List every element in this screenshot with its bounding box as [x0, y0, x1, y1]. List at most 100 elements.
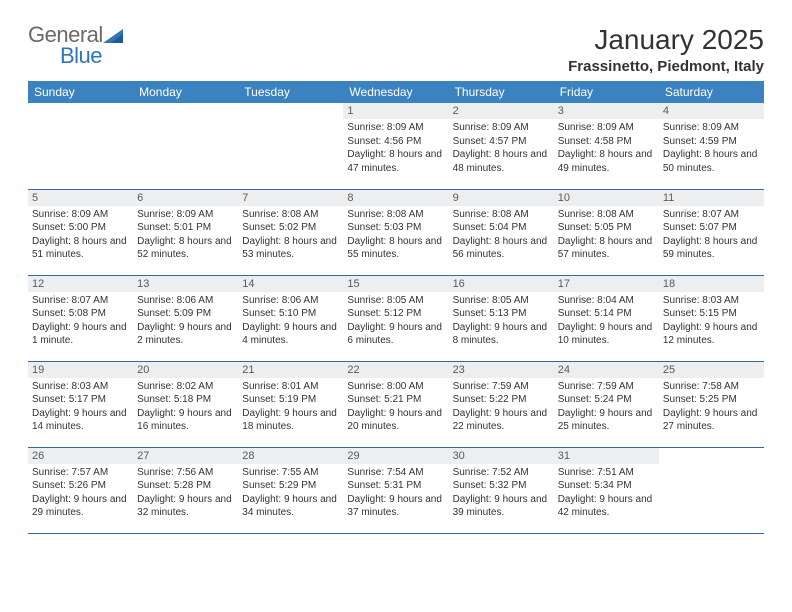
- day-cell: 4Sunrise: 8:09 AMSunset: 4:59 PMDaylight…: [659, 103, 764, 189]
- day-number: 23: [449, 362, 554, 378]
- daylight-line: Daylight: 8 hours and 48 minutes.: [453, 148, 550, 175]
- day-cell: 27Sunrise: 7:56 AMSunset: 5:28 PMDayligh…: [133, 447, 238, 533]
- day-content: Sunrise: 8:09 AMSunset: 5:01 PMDaylight:…: [137, 208, 234, 262]
- sunrise-line: Sunrise: 8:04 AM: [558, 294, 655, 308]
- daylight-line: Daylight: 9 hours and 39 minutes.: [453, 493, 550, 520]
- day-content: Sunrise: 8:09 AMSunset: 5:00 PMDaylight:…: [32, 208, 129, 262]
- day-number: 22: [343, 362, 448, 378]
- daylight-line: Daylight: 9 hours and 42 minutes.: [558, 493, 655, 520]
- day-content: Sunrise: 7:59 AMSunset: 5:24 PMDaylight:…: [558, 380, 655, 434]
- daylight-line: Daylight: 8 hours and 49 minutes.: [558, 148, 655, 175]
- day-number: 25: [659, 362, 764, 378]
- sunset-line: Sunset: 5:02 PM: [242, 221, 339, 235]
- day-number: 10: [554, 190, 659, 206]
- daylight-line: Daylight: 9 hours and 29 minutes.: [32, 493, 129, 520]
- day-cell: 20Sunrise: 8:02 AMSunset: 5:18 PMDayligh…: [133, 361, 238, 447]
- day-content: Sunrise: 8:04 AMSunset: 5:14 PMDaylight:…: [558, 294, 655, 348]
- day-header: Friday: [554, 81, 659, 103]
- sunrise-line: Sunrise: 8:08 AM: [242, 208, 339, 222]
- daylight-line: Daylight: 9 hours and 32 minutes.: [137, 493, 234, 520]
- day-cell: [659, 447, 764, 533]
- day-cell: 1Sunrise: 8:09 AMSunset: 4:56 PMDaylight…: [343, 103, 448, 189]
- day-cell: 5 Sunrise: 8:09 AMSunset: 5:00 PMDaylight…: [28, 189, 133, 275]
- day-cell: [133, 103, 238, 189]
- day-cell: [28, 103, 133, 189]
- sunrise-line: Sunrise: 8:09 AM: [32, 208, 129, 222]
- sunrise-line: Sunrise: 7:52 AM: [453, 466, 550, 480]
- day-number: 8: [343, 190, 448, 206]
- daylight-line: Daylight: 9 hours and 16 minutes.: [137, 407, 234, 434]
- day-number: 2: [449, 103, 554, 119]
- day-content: Sunrise: 8:01 AMSunset: 5:19 PMDaylight:…: [242, 380, 339, 434]
- sunrise-line: Sunrise: 8:05 AM: [453, 294, 550, 308]
- day-cell: 12Sunrise: 8:07 AMSunset: 5:08 PMDayligh…: [28, 275, 133, 361]
- day-cell: 28Sunrise: 7:55 AMSunset: 5:29 PMDayligh…: [238, 447, 343, 533]
- day-number: [238, 103, 343, 119]
- daylight-line: Daylight: 8 hours and 52 minutes.: [137, 235, 234, 262]
- day-cell: 9Sunrise: 8:08 AMSunset: 5:04 PMDaylight…: [449, 189, 554, 275]
- day-cell: 7Sunrise: 8:08 AMSunset: 5:02 PMDaylight…: [238, 189, 343, 275]
- daylight-line: Daylight: 8 hours and 50 minutes.: [663, 148, 760, 175]
- sunset-line: Sunset: 4:59 PM: [663, 135, 760, 149]
- location-line: Frassinetto, Piedmont, Italy: [568, 58, 764, 75]
- daylight-line: Daylight: 9 hours and 14 minutes.: [32, 407, 129, 434]
- day-content: Sunrise: 8:09 AMSunset: 4:56 PMDaylight:…: [347, 121, 444, 175]
- day-cell: 22Sunrise: 8:00 AMSunset: 5:21 PMDayligh…: [343, 361, 448, 447]
- day-content: Sunrise: 8:06 AMSunset: 5:09 PMDaylight:…: [137, 294, 234, 348]
- day-number: 17: [554, 276, 659, 292]
- day-cell: 15 Sunrise: 8:05 AMSunset: 5:12 PMDayligh…: [343, 275, 448, 361]
- sunset-line: Sunset: 5:04 PM: [453, 221, 550, 235]
- day-number: [28, 103, 133, 119]
- daylight-line: Daylight: 9 hours and 18 minutes.: [242, 407, 339, 434]
- sunset-line: Sunset: 5:34 PM: [558, 479, 655, 493]
- day-content: Sunrise: 7:56 AMSunset: 5:28 PMDaylight:…: [137, 466, 234, 520]
- day-cell: 25Sunrise: 7:58 AMSunset: 5:25 PMDayligh…: [659, 361, 764, 447]
- day-cell: 29Sunrise: 7:54 AMSunset: 5:31 PMDayligh…: [343, 447, 448, 533]
- day-cell: 21Sunrise: 8:01 AMSunset: 5:19 PMDayligh…: [238, 361, 343, 447]
- day-number: 3: [554, 103, 659, 119]
- day-header: Saturday: [659, 81, 764, 103]
- daylight-line: Daylight: 9 hours and 12 minutes.: [663, 321, 760, 348]
- daylight-line: Daylight: 8 hours and 51 minutes.: [32, 235, 129, 262]
- sunset-line: Sunset: 5:09 PM: [137, 307, 234, 321]
- day-content: Sunrise: 8:07 AMSunset: 5:08 PMDaylight:…: [32, 294, 129, 348]
- sunrise-line: Sunrise: 8:09 AM: [347, 121, 444, 135]
- brand-block: General Blue: [28, 24, 125, 67]
- sunset-line: Sunset: 5:08 PM: [32, 307, 129, 321]
- day-number: 13: [133, 276, 238, 292]
- daylight-line: Daylight: 9 hours and 25 minutes.: [558, 407, 655, 434]
- sunrise-line: Sunrise: 8:08 AM: [453, 208, 550, 222]
- day-number: 28: [238, 448, 343, 464]
- day-header: Tuesday: [238, 81, 343, 103]
- day-number: 6: [133, 190, 238, 206]
- daylight-line: Daylight: 9 hours and 34 minutes.: [242, 493, 339, 520]
- day-content: Sunrise: 8:06 AMSunset: 5:10 PMDaylight:…: [242, 294, 339, 348]
- sunset-line: Sunset: 5:32 PM: [453, 479, 550, 493]
- sunset-line: Sunset: 5:15 PM: [663, 307, 760, 321]
- day-content: Sunrise: 8:03 AMSunset: 5:15 PMDaylight:…: [663, 294, 760, 348]
- sunrise-line: Sunrise: 8:03 AM: [663, 294, 760, 308]
- day-number: [659, 448, 764, 464]
- daylight-line: Daylight: 8 hours and 55 minutes.: [347, 235, 444, 262]
- day-number: 31: [554, 448, 659, 464]
- day-content: Sunrise: 8:05 AMSunset: 5:12 PMDaylight:…: [347, 294, 444, 348]
- sunset-line: Sunset: 5:10 PM: [242, 307, 339, 321]
- day-content: Sunrise: 8:07 AMSunset: 5:07 PMDaylight:…: [663, 208, 760, 262]
- sunrise-line: Sunrise: 7:59 AM: [453, 380, 550, 394]
- day-content: Sunrise: 8:03 AMSunset: 5:17 PMDaylight:…: [32, 380, 129, 434]
- day-number: 4: [659, 103, 764, 119]
- day-content: Sunrise: 8:05 AMSunset: 5:13 PMDaylight:…: [453, 294, 550, 348]
- day-number: 15: [343, 276, 448, 292]
- day-number: 5: [28, 190, 133, 206]
- daylight-line: Daylight: 9 hours and 6 minutes.: [347, 321, 444, 348]
- logo-triangle-icon: [103, 27, 125, 49]
- day-header: Thursday: [449, 81, 554, 103]
- day-number: [133, 103, 238, 119]
- sunset-line: Sunset: 4:57 PM: [453, 135, 550, 149]
- day-content: Sunrise: 7:57 AMSunset: 5:26 PMDaylight:…: [32, 466, 129, 520]
- day-header-row: Sunday Monday Tuesday Wednesday Thursday…: [28, 81, 764, 103]
- sunrise-line: Sunrise: 8:07 AM: [663, 208, 760, 222]
- daylight-line: Daylight: 9 hours and 27 minutes.: [663, 407, 760, 434]
- sunrise-line: Sunrise: 7:59 AM: [558, 380, 655, 394]
- day-number: 24: [554, 362, 659, 378]
